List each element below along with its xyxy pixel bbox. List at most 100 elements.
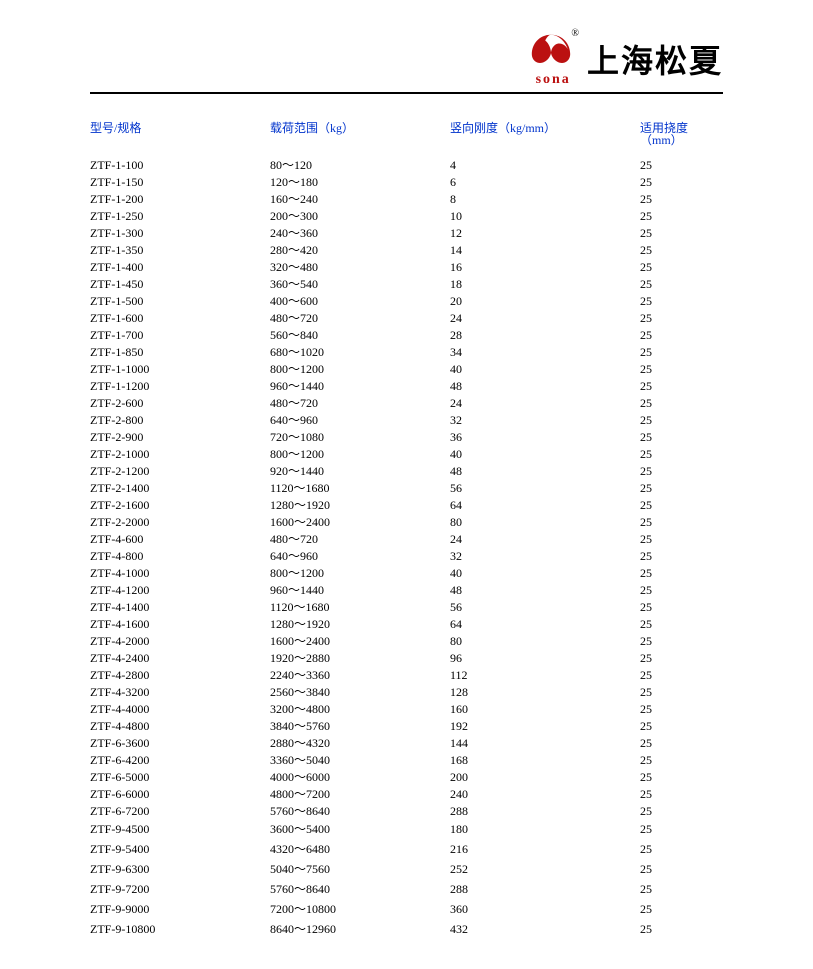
cell-stiffness: 18 [450, 278, 640, 290]
col-header-stiffness: 竖向刚度（kg/mm） [450, 122, 640, 134]
cell-stiffness: 28 [450, 329, 640, 341]
table-row: ZTF-1-250200～3001025 [90, 207, 723, 224]
cell-model: ZTF-1-300 [90, 227, 270, 239]
cell-deflection: 25 [640, 669, 723, 681]
cell-load: 1600～2400 [270, 635, 450, 647]
cell-model: ZTF-4-2000 [90, 635, 270, 647]
cell-model: ZTF-2-1600 [90, 499, 270, 511]
cell-model: ZTF-4-1200 [90, 584, 270, 596]
cell-load: 4800～7200 [270, 788, 450, 800]
cell-deflection: 25 [640, 482, 723, 494]
cell-stiffness: 56 [450, 601, 640, 613]
table-row: ZTF-9-72005760～864028825 [90, 879, 723, 899]
cell-deflection: 25 [640, 883, 723, 895]
table-row: ZTF-1-500400～6002025 [90, 292, 723, 309]
cell-model: ZTF-9-10800 [90, 923, 270, 935]
cell-model: ZTF-1-150 [90, 176, 270, 188]
cell-model: ZTF-4-4000 [90, 703, 270, 715]
table-row: ZTF-6-60004800～720024025 [90, 785, 723, 802]
cell-deflection: 25 [640, 788, 723, 800]
cell-load: 120～180 [270, 176, 450, 188]
cell-deflection: 25 [640, 159, 723, 171]
cell-model: ZTF-1-500 [90, 295, 270, 307]
cell-load: 480～720 [270, 533, 450, 545]
cell-stiffness: 48 [450, 380, 640, 392]
table-row: ZTF-4-800640～9603225 [90, 547, 723, 564]
cell-deflection: 25 [640, 601, 723, 613]
cell-stiffness: 16 [450, 261, 640, 273]
cell-deflection: 25 [640, 346, 723, 358]
table-row: ZTF-4-48003840～576019225 [90, 717, 723, 734]
cell-deflection: 25 [640, 414, 723, 426]
cell-load: 800～1200 [270, 448, 450, 460]
cell-load: 1120～1680 [270, 482, 450, 494]
cell-deflection: 25 [640, 244, 723, 256]
cell-deflection: 25 [640, 635, 723, 647]
table-row: ZTF-9-108008640～1296043225 [90, 919, 723, 939]
cell-deflection: 25 [640, 210, 723, 222]
table-row: ZTF-2-20001600～24008025 [90, 513, 723, 530]
table-header-row: 型号/规格 载荷范围（kg） 竖向刚度（kg/mm） 适用挠度（mm） [90, 122, 723, 146]
cell-stiffness: 160 [450, 703, 640, 715]
cell-stiffness: 48 [450, 584, 640, 596]
cell-model: ZTF-6-5000 [90, 771, 270, 783]
table-row: ZTF-4-28002240～336011225 [90, 666, 723, 683]
cell-model: ZTF-4-1400 [90, 601, 270, 613]
cell-model: ZTF-4-1600 [90, 618, 270, 630]
cell-model: ZTF-1-450 [90, 278, 270, 290]
cell-load: 5040～7560 [270, 863, 450, 875]
table-row: ZTF-1-1200960～14404825 [90, 377, 723, 394]
table-row: ZTF-2-14001120～16805625 [90, 479, 723, 496]
table-row: ZTF-2-1200920～14404825 [90, 462, 723, 479]
cell-load: 280～420 [270, 244, 450, 256]
brand-en-text: sona [536, 72, 571, 88]
cell-deflection: 25 [640, 363, 723, 375]
cell-load: 720～1080 [270, 431, 450, 443]
cell-load: 1120～1680 [270, 601, 450, 613]
cell-stiffness: 360 [450, 903, 640, 915]
cell-deflection: 25 [640, 431, 723, 443]
cell-load: 80～120 [270, 159, 450, 171]
cell-stiffness: 32 [450, 550, 640, 562]
cell-load: 800～1200 [270, 363, 450, 375]
table-row: ZTF-4-32002560～384012825 [90, 683, 723, 700]
col-header-load: 载荷范围（kg） [270, 122, 450, 134]
cell-load: 5760～8640 [270, 805, 450, 817]
table-row: ZTF-2-16001280～19206425 [90, 496, 723, 513]
cell-deflection: 25 [640, 227, 723, 239]
cell-stiffness: 288 [450, 805, 640, 817]
cell-deflection: 25 [640, 863, 723, 875]
table-row: ZTF-4-14001120～16805625 [90, 598, 723, 615]
cell-stiffness: 96 [450, 652, 640, 664]
cell-deflection: 25 [640, 465, 723, 477]
cell-deflection: 25 [640, 823, 723, 835]
cell-model: ZTF-1-100 [90, 159, 270, 171]
cell-stiffness: 144 [450, 737, 640, 749]
cell-load: 7200～10800 [270, 903, 450, 915]
cell-model: ZTF-9-9000 [90, 903, 270, 915]
cell-deflection: 25 [640, 618, 723, 630]
cell-deflection: 25 [640, 567, 723, 579]
cell-load: 5760～8640 [270, 883, 450, 895]
cell-model: ZTF-1-1200 [90, 380, 270, 392]
cell-model: ZTF-1-700 [90, 329, 270, 341]
cell-deflection: 25 [640, 703, 723, 715]
cell-load: 920～1440 [270, 465, 450, 477]
cell-deflection: 25 [640, 380, 723, 392]
cell-stiffness: 64 [450, 499, 640, 511]
cell-deflection: 25 [640, 652, 723, 664]
cell-model: ZTF-6-7200 [90, 805, 270, 817]
cell-model: ZTF-2-600 [90, 397, 270, 409]
brand-logo: ® sona [527, 30, 579, 88]
col-header-deflection: 适用挠度（mm） [640, 122, 723, 146]
cell-deflection: 25 [640, 312, 723, 324]
cell-stiffness: 180 [450, 823, 640, 835]
table-row: ZTF-9-90007200～1080036025 [90, 899, 723, 919]
table-row: ZTF-1-1000800～12004025 [90, 360, 723, 377]
cell-stiffness: 4 [450, 159, 640, 171]
cell-load: 2560～3840 [270, 686, 450, 698]
cell-model: ZTF-9-5400 [90, 843, 270, 855]
cell-deflection: 25 [640, 397, 723, 409]
cell-stiffness: 216 [450, 843, 640, 855]
cell-stiffness: 32 [450, 414, 640, 426]
